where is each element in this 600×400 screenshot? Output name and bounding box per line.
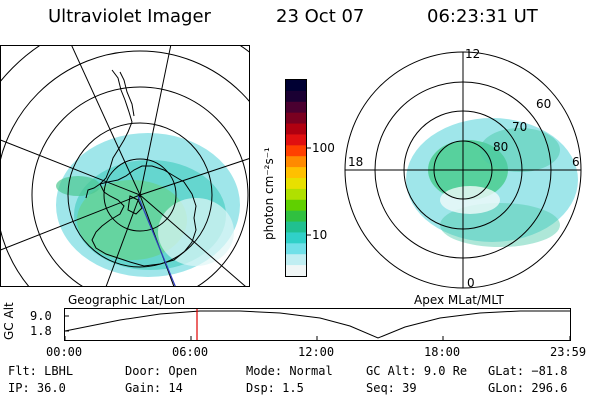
timeline-xtick-0600: 06:00 [172, 345, 209, 359]
info-glon: GLon: 296.6 [488, 381, 567, 395]
info-gain-key: Gain: [125, 381, 162, 395]
aurora-dim-region [158, 198, 234, 266]
geographic-map [0, 45, 250, 287]
geographic-map-caption: Geographic Lat/Lon [68, 293, 186, 307]
magnetic-map-caption: Apex MLat/MLT [414, 293, 504, 307]
colorbar-swatch [286, 123, 306, 136]
latitude-circles [0, 45, 250, 287]
colorbar-swatch [286, 243, 306, 255]
colorbar-swatch [286, 90, 306, 103]
info-gc-alt-key: GC Alt: [366, 364, 417, 378]
info-door-key: Door: [125, 364, 162, 378]
info-seq-key: Seq: [366, 381, 395, 395]
colorbar-swatch [286, 112, 306, 125]
info-gain: Gain: 14 [125, 381, 183, 395]
colorbar-swatch [286, 101, 306, 114]
colorbar-swatch [286, 80, 306, 92]
info-mode: Mode: Normal [246, 364, 333, 378]
geographic-map-border [0, 45, 250, 287]
info-dsp-key: Dsp: [246, 381, 275, 395]
info-gc-alt-value: 9.0 Re [423, 364, 468, 378]
timeline-xtick-1800: 18:00 [424, 345, 461, 359]
mlat-label-70: 70 [512, 120, 528, 134]
magnetic-map [344, 51, 582, 289]
colorbar-swatch [286, 156, 306, 168]
mlt-label-18: 18 [348, 155, 364, 169]
info-seq-value: 39 [402, 381, 417, 395]
header-time: 06:23:31 UT [427, 6, 538, 27]
colorbar-swatch [286, 199, 306, 212]
app-title: Ultraviolet Imager [48, 6, 211, 27]
info-seq: Seq: 39 [366, 381, 417, 395]
altitude-timeline [64, 308, 571, 341]
info-mode-key: Mode: [246, 364, 283, 378]
colorbar [285, 79, 311, 277]
colorbar-swatch [286, 178, 306, 190]
info-glat-key: GLat: [488, 364, 525, 378]
timeline-ytick-high: 9.0 [30, 309, 52, 323]
mlt-label-0: 0 [467, 276, 475, 290]
info-flt-key: Flt: [8, 364, 37, 378]
colorbar-tick-10: 10 [312, 228, 328, 242]
colorbar-swatch [286, 254, 306, 266]
mag-aurora-gap [440, 186, 500, 214]
colorbar-swatch [286, 145, 306, 157]
info-gain-value: 14 [168, 381, 183, 395]
timeline-xtick-2359: 23:59 [550, 345, 587, 359]
colorbar-swatch [286, 232, 306, 244]
mlt-label-6: 6 [572, 155, 580, 169]
info-dsp-value: 1.5 [282, 381, 304, 395]
mag-aurora-patch [480, 128, 560, 172]
aurora-patch [56, 176, 100, 196]
info-flt-value: LBHL [44, 364, 74, 378]
timeline-ytick-low: 1.8 [30, 324, 52, 338]
info-flt: Flt: LBHL [8, 364, 73, 378]
info-ip: IP: 36.0 [8, 381, 66, 395]
colorbar-swatch [286, 134, 306, 146]
info-door: Door: Open [125, 364, 197, 378]
mlt-label-12: 12 [465, 47, 481, 61]
mlat-label-60: 60 [536, 97, 552, 111]
info-ip-key: IP: [8, 381, 30, 395]
mlat-label-80: 80 [493, 140, 509, 154]
info-glat: GLat: −81.8 [488, 364, 567, 378]
colorbar-swatch [286, 265, 306, 277]
colorbar-swatch [286, 167, 306, 179]
timeline-xtick-1200: 12:00 [298, 345, 335, 359]
colorbar-tick-100: 100 [312, 141, 335, 155]
colorbar-swatch [286, 221, 306, 234]
info-glon-value: 296.6 [531, 381, 568, 395]
info-mode-value: Normal [289, 364, 333, 378]
info-dsp: Dsp: 1.5 [246, 381, 304, 395]
info-ip-value: 36.0 [36, 381, 66, 395]
colorbar-swatch [286, 210, 306, 223]
timeline-xtick-0000: 00:00 [46, 345, 83, 359]
info-gc-alt: GC Alt: 9.0 Re [366, 364, 467, 378]
colorbar-swatch [286, 188, 306, 201]
timeline-ylabel: GC Alt [2, 302, 16, 340]
colorbar-swatches [286, 80, 306, 277]
info-door-value: Open [168, 364, 198, 378]
satellite-track [137, 195, 177, 287]
altitude-curve [64, 310, 570, 339]
colorbar-unit-label: photon cm⁻²s⁻¹ [262, 147, 276, 240]
coastlines [85, 69, 197, 267]
header-date: 23 Oct 07 [276, 6, 365, 27]
info-glon-key: GLon: [488, 381, 525, 395]
info-glat-value: −81.8 [531, 364, 568, 378]
